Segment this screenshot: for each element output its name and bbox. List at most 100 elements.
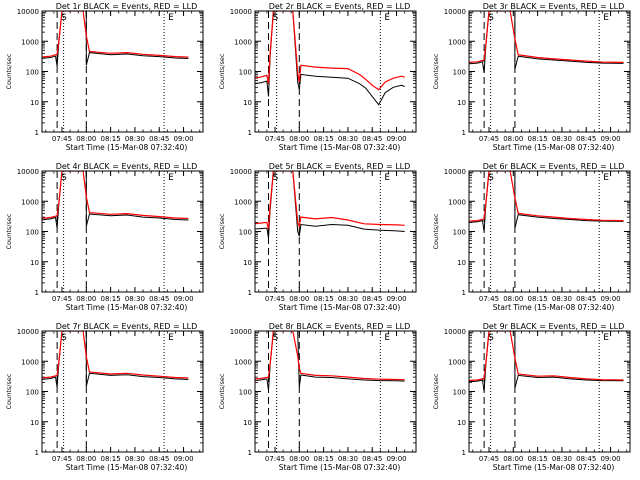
flag-label-S: S xyxy=(61,13,67,23)
y-tick-label: 10000 xyxy=(230,168,252,176)
y-tick-label: 1000 xyxy=(234,198,252,206)
panel-title: Det 2r BLACK = Events, RED = LLD xyxy=(269,2,411,11)
series-line-events xyxy=(255,171,405,239)
y-tick-label: 10 xyxy=(457,259,466,267)
y-tick-label: 100 xyxy=(26,69,39,77)
y-tick-label: 100 xyxy=(239,69,252,77)
plot-frame xyxy=(468,330,631,453)
series-line-lld xyxy=(469,331,624,382)
x-axis-label: Start Time (15-Mar-08 07:32:40) xyxy=(279,143,401,152)
x-tick-label: 08:45 xyxy=(576,135,596,143)
x-tick-label: 08:00 xyxy=(503,135,523,143)
series-line-events xyxy=(469,171,624,232)
y-tick-label: 100 xyxy=(26,389,39,397)
detector-panel-5: Det 5r BLACK = Events, RED = LLD 1 10 100 10… xyxy=(218,162,417,312)
x-tick-label: 08:15 xyxy=(528,135,548,143)
flag-label-S: S xyxy=(488,173,494,183)
flag-label-S: S xyxy=(273,173,279,183)
y-tick-label: 1000 xyxy=(448,358,466,366)
x-tick-label: 07:45 xyxy=(479,135,499,143)
x-tick-label: 08:00 xyxy=(289,135,309,143)
x-tick-label: 09:00 xyxy=(600,295,620,303)
x-tick-label: 07:45 xyxy=(52,455,72,463)
y-axis-label: Counts/sec xyxy=(5,53,13,89)
y-tick-label: 1000 xyxy=(21,358,39,366)
x-tick-label: 08:45 xyxy=(149,295,169,303)
detector-panel-3: Det 3r BLACK = Events, RED = LLD 1 10 100 10… xyxy=(432,2,631,152)
x-tick-label: 07:45 xyxy=(52,295,72,303)
plot-area xyxy=(469,11,624,132)
flag-label-E: E xyxy=(603,13,609,23)
plot-area xyxy=(255,171,405,292)
x-tick-label: 09:00 xyxy=(600,135,620,143)
y-tick-label: 1 xyxy=(462,129,466,137)
panel-title: Det 1r BLACK = Events, RED = LLD xyxy=(56,2,198,11)
flag-label-E: E xyxy=(384,13,390,23)
x-axis-label: Start Time (15-Mar-08 07:32:40) xyxy=(66,303,188,312)
x-tick-label: 09:00 xyxy=(386,295,406,303)
series-line-lld xyxy=(42,331,189,379)
detector-panel-2: Det 2r BLACK = Events, RED = LLD 1 10 100 10… xyxy=(218,2,417,152)
x-tick-label: 07:45 xyxy=(265,135,285,143)
plot-frame xyxy=(41,330,204,453)
detector-panel-6: Det 6r BLACK = Events, RED = LLD 1 10 100 10… xyxy=(432,162,631,312)
detector-panel-7: Det 7r BLACK = Events, RED = LLD 1 10 100 10… xyxy=(5,322,204,472)
x-tick-label: 08:00 xyxy=(289,455,309,463)
series-line-events xyxy=(469,331,624,392)
flag-label-E: E xyxy=(168,173,174,183)
y-tick-label: 10000 xyxy=(17,328,39,336)
y-tick-label: 10 xyxy=(30,259,39,267)
y-tick-label: 1000 xyxy=(21,38,39,46)
x-axis-label: Start Time (15-Mar-08 07:32:40) xyxy=(493,463,615,472)
x-tick-label: 08:45 xyxy=(149,135,169,143)
x-tick-label: 08:00 xyxy=(76,135,96,143)
plot-area xyxy=(469,331,624,452)
panel-title: Det 4r BLACK = Events, RED = LLD xyxy=(56,162,198,171)
y-tick-label: 1 xyxy=(35,449,39,457)
panel-title: Det 3r BLACK = Events, RED = LLD xyxy=(483,2,625,11)
y-axis-label: Counts/sec xyxy=(5,373,13,409)
flag-label-E: E xyxy=(603,173,609,183)
y-tick-label: 1 xyxy=(248,449,252,457)
flag-label-S: S xyxy=(488,333,494,343)
x-tick-label: 08:45 xyxy=(149,455,169,463)
x-tick-label: 08:45 xyxy=(576,295,596,303)
plot-frame xyxy=(468,10,631,133)
plot-area xyxy=(42,331,189,452)
x-tick-label: 08:30 xyxy=(338,135,358,143)
y-tick-label: 1 xyxy=(248,289,252,297)
y-tick-label: 100 xyxy=(453,69,466,77)
flag-label-E: E xyxy=(168,13,174,23)
y-tick-label: 100 xyxy=(239,389,252,397)
y-tick-label: 10 xyxy=(457,419,466,427)
plot-area xyxy=(469,171,624,292)
detector-panel-9: Det 9r BLACK = Events, RED = LLD 1 10 100 10… xyxy=(432,322,631,472)
x-tick-label: 08:45 xyxy=(362,455,382,463)
x-tick-label: 08:00 xyxy=(76,295,96,303)
plot-frame xyxy=(41,170,204,293)
series-line-lld xyxy=(255,331,405,381)
y-tick-label: 10 xyxy=(243,259,252,267)
x-tick-label: 08:30 xyxy=(552,455,572,463)
x-tick-label: 08:15 xyxy=(314,135,334,143)
flag-label-S: S xyxy=(61,333,67,343)
x-axis-label: Start Time (15-Mar-08 07:32:40) xyxy=(279,463,401,472)
plot-area xyxy=(255,331,405,452)
series-line-lld xyxy=(255,11,405,91)
x-tick-label: 08:15 xyxy=(528,295,548,303)
x-tick-label: 08:15 xyxy=(101,135,121,143)
x-tick-label: 09:00 xyxy=(386,135,406,143)
y-axis-label: Counts/sec xyxy=(218,373,226,409)
y-tick-label: 10 xyxy=(457,99,466,107)
y-tick-label: 10000 xyxy=(444,8,466,16)
y-axis-label: Counts/sec xyxy=(432,213,440,249)
x-tick-label: 07:45 xyxy=(479,295,499,303)
flag-label-E: E xyxy=(168,333,174,343)
panel-title: Det 9r BLACK = Events, RED = LLD xyxy=(483,322,625,331)
y-axis-label: Counts/sec xyxy=(218,213,226,249)
y-tick-label: 1000 xyxy=(234,38,252,46)
series-line-lld xyxy=(255,171,405,230)
x-axis-label: Start Time (15-Mar-08 07:32:40) xyxy=(493,143,615,152)
series-line-lld xyxy=(42,11,189,58)
x-tick-label: 08:30 xyxy=(338,455,358,463)
